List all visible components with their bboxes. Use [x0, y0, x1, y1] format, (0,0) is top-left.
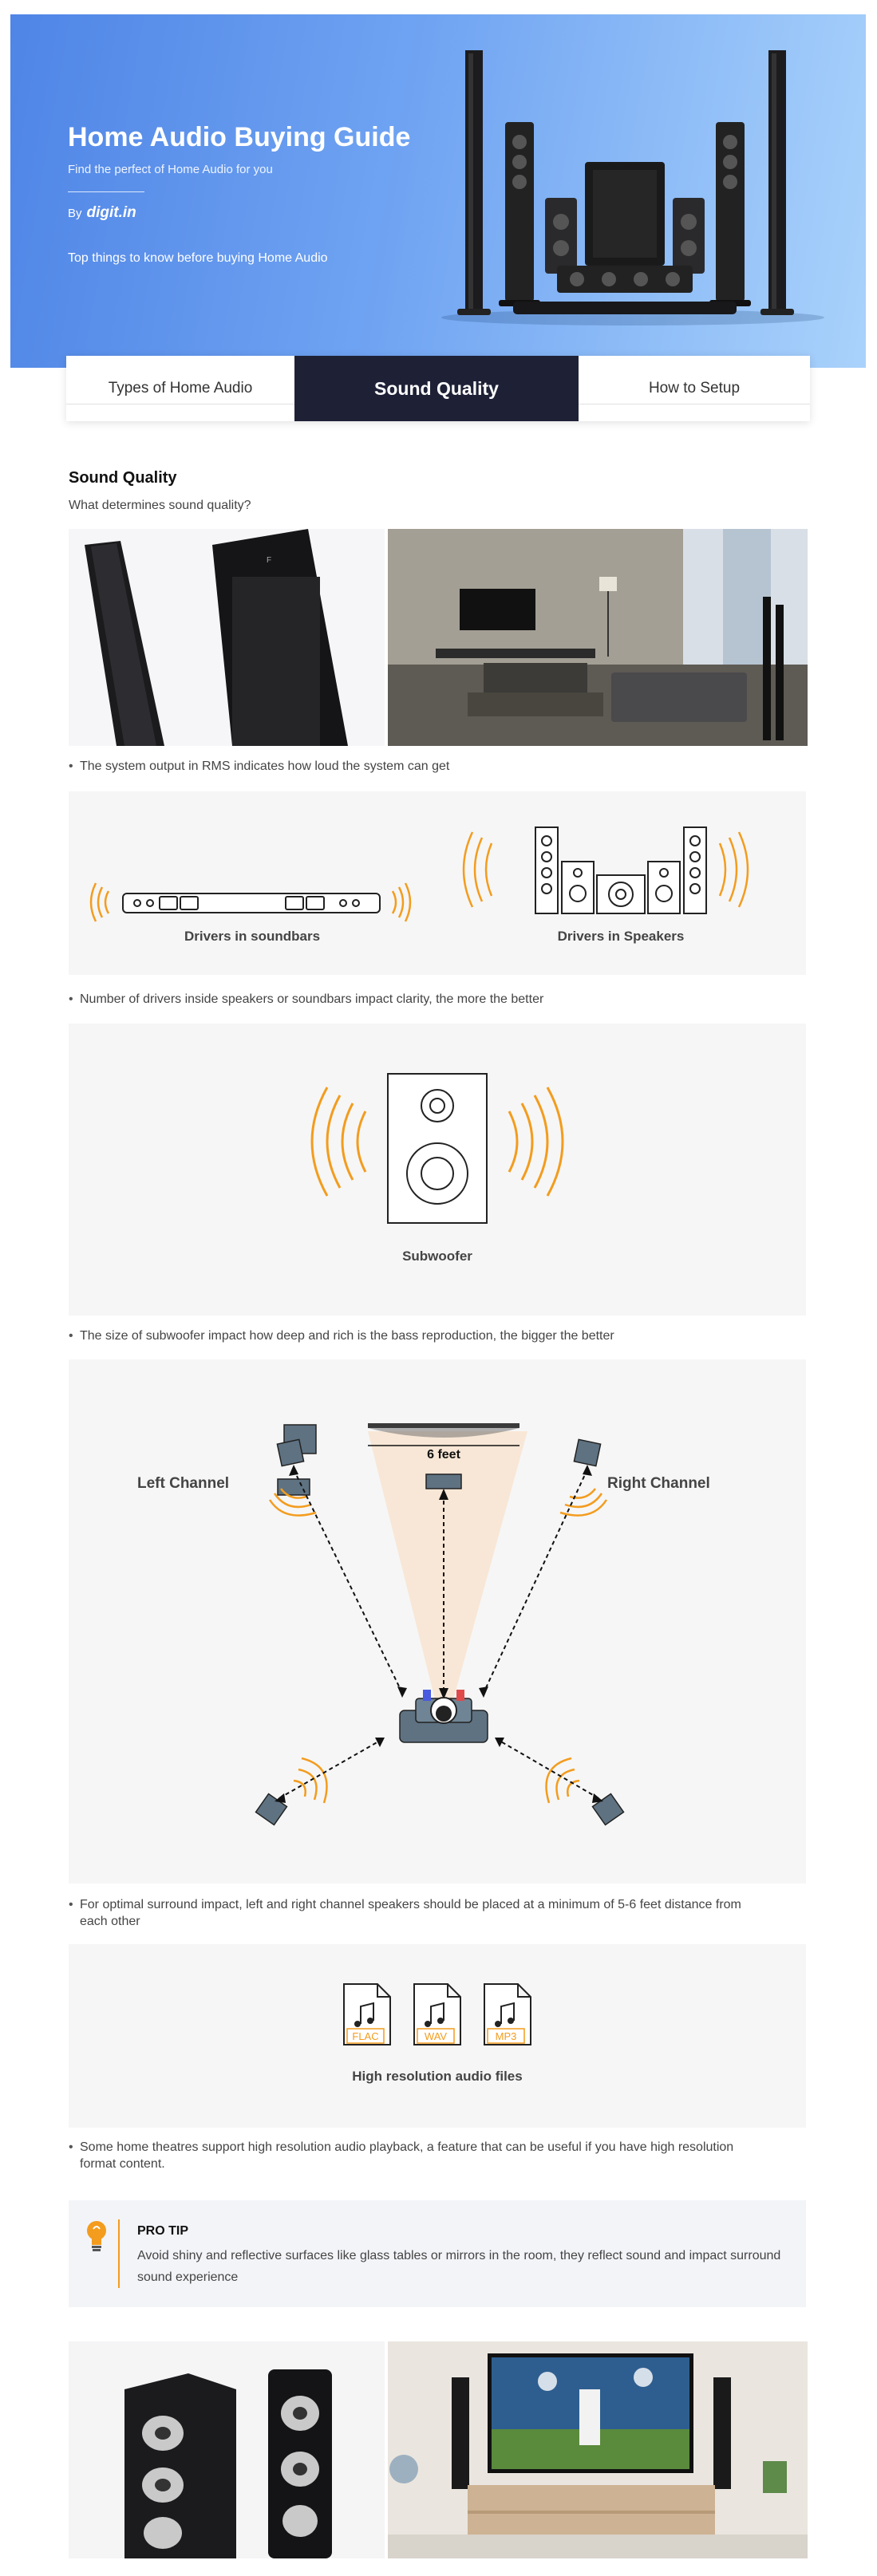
tab-sound-quality[interactable]: Sound Quality — [294, 356, 579, 421]
hero-byline: By digit.in — [68, 204, 136, 222]
file-format-label: MP3 — [496, 2030, 517, 2042]
bookshelf-speakers-photo — [69, 2341, 385, 2558]
brand-logo[interactable]: digit.in — [86, 204, 136, 221]
speaker-placement-diagram: 6 feet — [255, 1423, 625, 1826]
pro-tip-text: Avoid shiny and reflective surfaces like… — [137, 2249, 781, 2284]
tv-room-image — [388, 2341, 808, 2558]
bullet-subwoofer: The size of subwoofer impact how deep an… — [69, 1327, 771, 1344]
soundbars-caption: Drivers in soundbars — [184, 929, 321, 944]
file-wav-icon: WAV — [413, 1983, 461, 2045]
file-mp3-icon: MP3 — [484, 1983, 531, 2045]
hires-panel: FLAC WAV MP3 High resolution audio files — [69, 1944, 806, 2128]
file-flac-icon: FLAC — [343, 1983, 391, 2045]
hero-divider — [68, 191, 144, 192]
tower-speakers-photo: F — [69, 529, 385, 746]
bookshelf-speakers-image — [124, 2369, 332, 2558]
distance-label: 6 feet — [427, 1448, 460, 1462]
hires-caption: High resolution audio files — [352, 2069, 523, 2084]
bullet-placement: For optimal surround impact, left and ri… — [69, 1896, 771, 1930]
pro-tip-bar — [118, 2219, 120, 2288]
drivers-panel: Drivers in soundbars Drivers in Speakers — [69, 791, 806, 975]
svg-text:F: F — [267, 556, 271, 565]
bullet-drivers: Number of drivers inside speakers or sou… — [69, 991, 771, 1008]
subwoofer-panel: Subwoofer — [69, 1024, 806, 1316]
hero-subtitle: Find the perfect of Home Audio for you — [68, 163, 273, 176]
bullet-hires: Some home theatres support high resoluti… — [69, 2139, 771, 2172]
tower-speakers-image: F — [85, 529, 348, 746]
subwoofer-caption: Subwoofer — [402, 1249, 472, 1264]
tab-types-of-home-audio[interactable]: Types of Home Audio — [108, 380, 253, 396]
speakers-caption: Drivers in Speakers — [557, 929, 685, 944]
by-label: By — [68, 207, 82, 220]
left-channel-label: Left Channel — [137, 1475, 230, 1492]
pro-tip-box: PRO TIP Avoid shiny and reflective surfa… — [69, 2200, 806, 2307]
hero-tagline: Top things to know before buying Home Au… — [68, 251, 328, 265]
file-format-label: WAV — [425, 2030, 447, 2042]
hero-banner: Home Audio Buying Guide Find the perfect… — [10, 14, 866, 368]
tab-bar: Types of Home Audio Sound Quality How to… — [66, 356, 810, 421]
lightbulb-icon — [87, 2221, 106, 2251]
file-format-label: FLAC — [352, 2030, 378, 2042]
right-channel-label: Right Channel — [607, 1475, 710, 1492]
section-title: Sound Quality — [69, 469, 177, 487]
drivers-diagram — [89, 826, 749, 922]
section-subtitle: What determines sound quality? — [69, 499, 251, 512]
placement-panel: 6 feet — [69, 1359, 806, 1884]
file-icons-graphic: FLAC WAV MP3 — [343, 1983, 531, 2045]
subwoofer-diagram — [310, 1073, 564, 1224]
page-title: Home Audio Buying Guide — [68, 122, 411, 152]
pro-tip-title: PRO TIP — [137, 2224, 189, 2238]
living-room-image — [388, 529, 808, 746]
home-theatre-illustration — [441, 50, 824, 325]
living-room-photo — [388, 529, 808, 746]
tv-room-photo — [388, 2341, 808, 2558]
tab-how-to-setup[interactable]: How to Setup — [648, 380, 741, 396]
bullet-rms: The system output in RMS indicates how l… — [69, 758, 771, 775]
